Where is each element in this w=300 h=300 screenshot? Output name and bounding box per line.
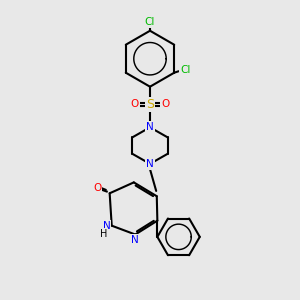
Text: O: O [93, 183, 101, 193]
Text: O: O [130, 99, 139, 110]
Text: N: N [131, 235, 139, 245]
Text: N: N [103, 221, 110, 231]
Text: H: H [100, 229, 107, 239]
Text: Cl: Cl [180, 65, 190, 75]
Text: S: S [146, 98, 154, 111]
Text: O: O [161, 99, 170, 110]
Text: N: N [146, 122, 154, 132]
Text: N: N [146, 159, 154, 169]
Text: Cl: Cl [145, 17, 155, 27]
